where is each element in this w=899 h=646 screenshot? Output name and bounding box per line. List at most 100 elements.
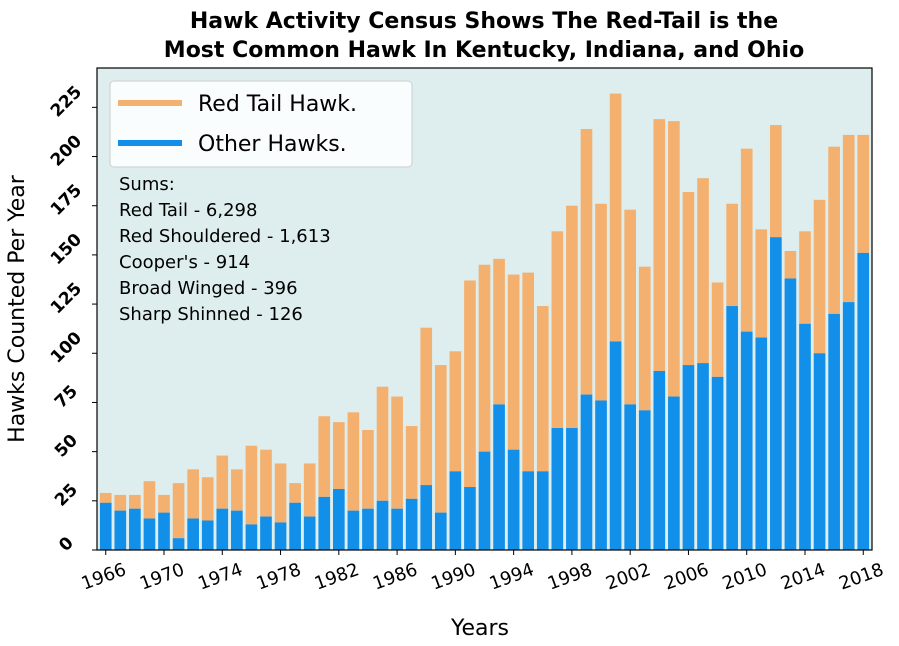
y-tick-label-75: 75	[51, 381, 82, 412]
bar-other-1974	[216, 508, 229, 550]
bar-other-1999	[580, 394, 593, 550]
bar-red-tail-2004	[653, 119, 666, 371]
bar-red-tail-1968	[129, 494, 141, 509]
bar-other-1968	[129, 508, 141, 550]
x-tick-label-1974: 1974	[195, 559, 245, 594]
bar-other-2011	[755, 337, 768, 550]
sums-line-sharp-shinned: Sharp Shinned - 126	[119, 304, 303, 325]
bar-other-1967	[114, 510, 127, 550]
bar-other-2004	[653, 370, 666, 550]
bar-other-2007	[697, 363, 709, 550]
bar-red-tail-2000	[595, 203, 607, 401]
y-axis-label: Hawks Counted Per Year	[5, 174, 30, 443]
x-tick-label-2010: 2010	[720, 559, 770, 594]
x-tick-label-1970: 1970	[137, 559, 187, 594]
bar-red-tail-1993	[493, 258, 505, 405]
bar-red-tail-2016	[828, 146, 840, 314]
bar-red-tail-1985	[376, 386, 389, 501]
bar-other-1996	[536, 471, 549, 550]
bar-other-1988	[420, 485, 433, 550]
sums-title: Sums:	[119, 174, 175, 195]
bar-red-tail-2008	[711, 282, 724, 377]
bar-other-1985	[376, 500, 389, 550]
bar-red-tail-2001	[609, 93, 622, 342]
bar-other-1982	[333, 489, 345, 550]
bar-red-tail-1991	[464, 280, 476, 488]
legend-label-red-tail: Red Tail Hawk.	[198, 92, 357, 117]
bar-red-tail-1999	[580, 128, 593, 395]
bar-red-tail-1975	[231, 469, 243, 511]
x-tick-label-2018: 2018	[836, 559, 886, 594]
bar-other-1983	[347, 510, 360, 550]
bar-red-tail-1974	[216, 455, 229, 509]
bar-red-tail-1997	[551, 231, 564, 429]
x-tick-label-2014: 2014	[778, 559, 828, 594]
bar-other-2000	[595, 400, 607, 550]
y-tick-label-175: 175	[47, 181, 86, 220]
bar-other-2003	[638, 410, 651, 550]
bar-other-1976	[245, 524, 258, 550]
bar-red-tail-2013	[784, 250, 797, 279]
bar-other-2002	[624, 404, 636, 550]
bar-other-1978	[274, 522, 287, 550]
bar-other-1994	[507, 449, 520, 550]
bar-red-tail-2009	[726, 203, 738, 307]
bar-other-1970	[158, 512, 170, 550]
bar-other-2010	[740, 331, 753, 550]
bar-other-1992	[478, 451, 491, 550]
bar-other-2018	[857, 252, 870, 550]
plot-frame	[96, 67, 873, 551]
x-tick-label-1998: 1998	[545, 559, 595, 594]
bar-other-2006	[682, 365, 695, 550]
bar-red-tail-2015	[813, 199, 826, 354]
bar-red-tail-2018	[857, 134, 870, 253]
chart-title-line-2: Most Common Hawk In Kentucky, Indiana, a…	[164, 38, 804, 63]
x-tick-label-1990: 1990	[428, 559, 478, 594]
x-axis-ticks: 1966 1970 1974 1978 1982 1986 1990 1994 1998 2002…	[79, 550, 887, 595]
bar-red-tail-1994	[507, 274, 520, 450]
sums-line-red-shouldered: Red Shouldered - 1,613	[119, 226, 331, 247]
bar-other-2015	[813, 353, 826, 550]
bar-red-tail-1966	[99, 492, 112, 503]
bar-other-2009	[726, 306, 738, 550]
bar-red-tail-1979	[289, 483, 301, 503]
bar-red-tail-1981	[318, 416, 331, 497]
bar-red-tail-1982	[333, 422, 345, 490]
bar-red-tail-2010	[740, 148, 753, 332]
bar-red-tail-1969	[143, 481, 156, 519]
x-tick-label-1994: 1994	[487, 559, 537, 594]
bar-red-tail-2014	[799, 231, 811, 324]
bar-other-2012	[770, 237, 782, 550]
bar-red-tail-1995	[522, 272, 535, 472]
bar-other-1980	[303, 516, 316, 550]
bar-red-tail-1992	[478, 264, 491, 452]
bar-red-tail-1987	[405, 426, 418, 499]
bar-red-tail-1989	[434, 365, 447, 513]
bar-red-tail-1967	[114, 494, 127, 511]
sums-line-red-tail: Red Tail - 6,298	[119, 200, 257, 221]
bar-other-1969	[143, 518, 156, 550]
y-tick-label-25: 25	[51, 480, 82, 511]
bar-red-tail-2005	[668, 121, 680, 397]
bar-other-1984	[362, 508, 374, 550]
bar-other-1993	[493, 404, 505, 550]
bar-red-tail-2006	[682, 191, 695, 366]
legend: Red Tail Hawk. Other Hawks.	[109, 80, 413, 168]
y-tick-label-225: 225	[47, 82, 86, 121]
bar-red-tail-1984	[362, 429, 374, 509]
y-tick-label-125: 125	[47, 279, 86, 318]
bar-other-2014	[799, 323, 811, 550]
bar-other-1989	[434, 512, 447, 550]
y-tick-label-0: 0	[55, 533, 78, 556]
bars-group	[99, 93, 870, 550]
legend-box	[109, 80, 413, 168]
bar-other-2013	[784, 278, 797, 550]
bar-other-1973	[201, 520, 214, 550]
bar-red-tail-2012	[770, 125, 782, 238]
bar-red-tail-1998	[566, 205, 578, 429]
bar-other-1972	[187, 518, 199, 550]
bar-other-1997	[551, 428, 564, 550]
bar-red-tail-2007	[697, 178, 709, 364]
x-tick-label-2006: 2006	[661, 559, 711, 594]
